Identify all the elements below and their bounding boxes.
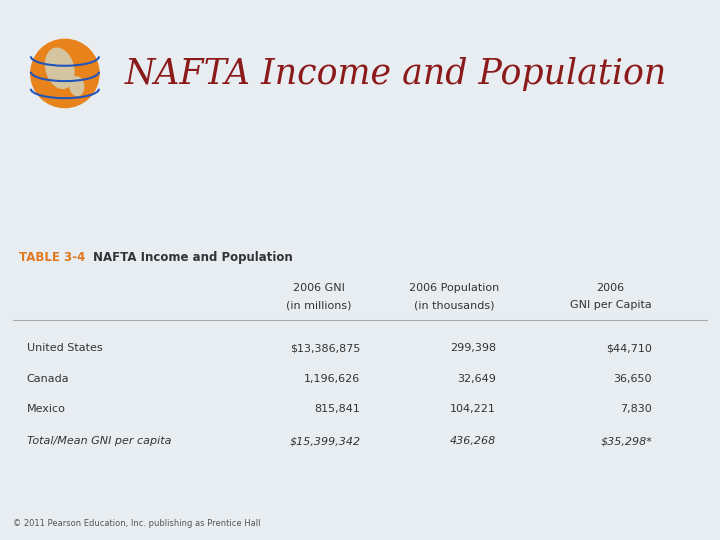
Text: 299,398: 299,398	[450, 343, 496, 353]
Text: $15,399,342: $15,399,342	[289, 436, 360, 446]
Text: Mexico: Mexico	[27, 404, 66, 414]
Text: TABLE 3-4: TABLE 3-4	[19, 251, 85, 264]
Text: (in thousands): (in thousands)	[414, 300, 495, 310]
Ellipse shape	[70, 77, 84, 96]
Text: 2006 GNI: 2006 GNI	[293, 283, 345, 293]
Text: GNI per Capita: GNI per Capita	[570, 300, 652, 310]
Text: 2006: 2006	[596, 283, 624, 293]
Text: NAFTA Income and Population: NAFTA Income and Population	[93, 251, 292, 264]
Text: United States: United States	[27, 343, 102, 353]
Text: 815,841: 815,841	[315, 404, 360, 414]
Text: 1,196,626: 1,196,626	[304, 374, 360, 383]
Circle shape	[31, 39, 99, 107]
Text: 104,221: 104,221	[450, 404, 496, 414]
Text: Canada: Canada	[27, 374, 70, 383]
Text: $35,298*: $35,298*	[600, 436, 652, 446]
Text: 436,268: 436,268	[449, 436, 496, 446]
Text: © 2011 Pearson Education, Inc. publishing as Prentice Hall: © 2011 Pearson Education, Inc. publishin…	[13, 519, 261, 528]
Text: 32,649: 32,649	[457, 374, 496, 383]
Text: (in millions): (in millions)	[286, 300, 351, 310]
Ellipse shape	[45, 48, 74, 89]
Text: $13,386,875: $13,386,875	[290, 343, 360, 353]
Text: Total/Mean GNI per capita: Total/Mean GNI per capita	[27, 436, 171, 446]
Text: 36,650: 36,650	[613, 374, 652, 383]
Text: $44,710: $44,710	[606, 343, 652, 353]
Text: 2006 Population: 2006 Population	[409, 283, 499, 293]
Text: 7,830: 7,830	[621, 404, 652, 414]
Text: NAFTA Income and Population: NAFTA Income and Population	[125, 57, 667, 91]
